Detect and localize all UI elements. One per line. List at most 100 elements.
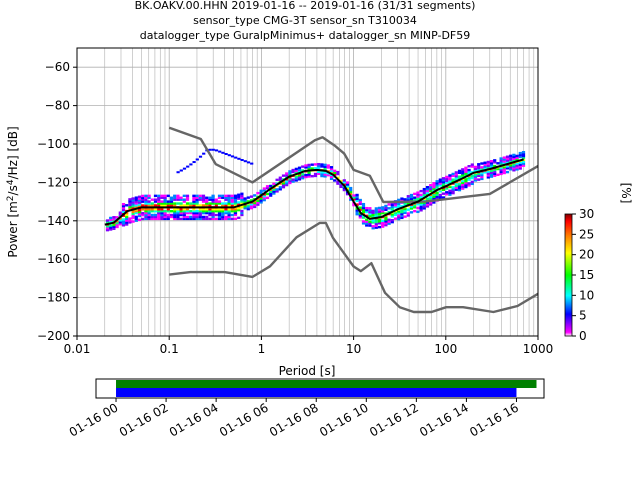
histogram-cell (400, 197, 404, 200)
histogram-cell (198, 194, 202, 198)
histogram-cell (409, 197, 414, 201)
histogram-cell (422, 189, 426, 193)
histogram-cell (307, 165, 311, 169)
histogram-cell (176, 196, 180, 199)
histogram-cell (192, 202, 196, 205)
colorbar-gradient (564, 213, 573, 337)
histogram-cell (160, 211, 164, 215)
histogram-cell (493, 164, 497, 168)
histogram-cell (288, 170, 292, 173)
histogram-cell (150, 202, 154, 205)
histogram-cell (473, 175, 478, 178)
histogram-cell (192, 200, 196, 203)
histogram-cell (173, 213, 177, 217)
histogram-cell (186, 165, 190, 168)
histogram-cell (368, 212, 372, 216)
histogram-cell (182, 210, 186, 213)
histogram-cell (166, 204, 170, 207)
histogram-cell (240, 196, 244, 199)
histogram-cell (429, 189, 433, 193)
histogram-cell (217, 196, 222, 199)
histogram-cell (438, 184, 442, 187)
histogram-cell (201, 215, 206, 219)
histogram-cell (374, 218, 378, 222)
histogram-cell (365, 222, 369, 225)
histogram-cell (269, 184, 273, 188)
histogram-cell (307, 171, 311, 174)
histogram-cell (144, 210, 148, 213)
histogram-cell (195, 215, 199, 219)
histogram-cell (246, 200, 250, 203)
histogram-cell (221, 213, 225, 217)
histogram-cell (169, 200, 174, 203)
histogram-cell (233, 211, 238, 215)
histogram-cell (400, 216, 404, 220)
timeline-bar-data (116, 380, 537, 388)
histogram-cell (464, 168, 468, 171)
histogram-cell (486, 162, 490, 166)
histogram-cell (118, 211, 122, 214)
histogram-cell (278, 178, 282, 181)
histogram-cell (317, 172, 321, 175)
histogram-cell (195, 196, 199, 199)
histogram-cell (374, 213, 378, 216)
histogram-cell (489, 169, 494, 173)
histogram-cell (173, 210, 177, 213)
histogram-cell (489, 163, 494, 167)
histogram-cell (320, 172, 324, 176)
histogram-cell (454, 178, 458, 182)
histogram-cell (470, 163, 474, 166)
histogram-cell (371, 225, 375, 228)
histogram-cell (109, 228, 113, 231)
histogram-cell (416, 199, 420, 202)
histogram-cell (425, 185, 430, 189)
histogram-cell (374, 211, 378, 214)
histogram-cell (144, 198, 148, 201)
histogram-cell (361, 204, 366, 208)
histogram-cell (198, 215, 202, 219)
histogram-cell (253, 205, 257, 209)
histogram-cell (169, 215, 174, 219)
histogram-cell (509, 154, 513, 158)
histogram-cell (349, 192, 353, 196)
histogram-cell (198, 204, 202, 207)
histogram-cell (429, 187, 433, 191)
histogram-cell (291, 168, 295, 172)
histogram-cell (137, 195, 142, 198)
histogram-cell (141, 204, 145, 207)
histogram-cell (163, 194, 167, 198)
histogram-cell (112, 227, 116, 230)
histogram-cell (329, 177, 334, 180)
histogram-cell (361, 202, 366, 206)
histogram-cell (249, 199, 254, 202)
histogram-cell (150, 213, 154, 217)
histogram-cell (432, 195, 436, 198)
histogram-cell (464, 180, 468, 183)
histogram-cell (259, 197, 263, 200)
histogram-cell (413, 204, 417, 207)
histogram-cell (371, 221, 375, 224)
histogram-cell (457, 177, 462, 180)
histogram-cell (265, 187, 270, 190)
histogram-cell (125, 215, 129, 219)
histogram-cell (329, 169, 334, 173)
histogram-cell (419, 209, 423, 212)
histogram-cell (374, 226, 378, 229)
histogram-cell (451, 188, 455, 191)
histogram-cell (361, 222, 366, 225)
histogram-cell (230, 217, 234, 221)
y-axis-ticks: −60 −80 −100 −120 −140 −160 −180 −200 (37, 60, 77, 343)
histogram-cell (237, 201, 241, 204)
histogram-cell (480, 162, 484, 165)
histogram-cell (144, 200, 148, 203)
histogram-cell (230, 198, 234, 201)
histogram-cell (480, 166, 484, 169)
histogram-cell (237, 216, 241, 220)
histogram-cell (294, 177, 298, 180)
histogram-cell (441, 192, 446, 195)
histogram-cell (125, 219, 129, 222)
histogram-cell (413, 198, 417, 201)
histogram-cell (150, 215, 154, 219)
histogram-cell (406, 214, 410, 217)
histogram-cell (173, 208, 177, 211)
